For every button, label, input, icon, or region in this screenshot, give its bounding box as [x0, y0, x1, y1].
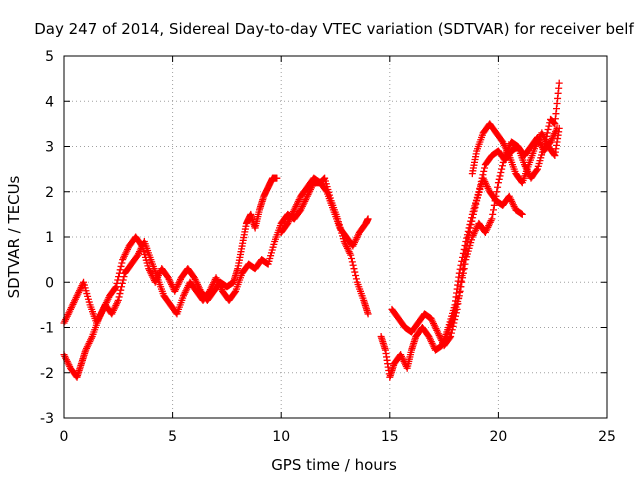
data-point-track-5: [466, 224, 474, 232]
data-marks: [60, 79, 563, 381]
data-point-track-2: [117, 286, 125, 294]
y-tick-label: 4: [45, 94, 54, 110]
data-point-track-3: [348, 254, 356, 262]
data-point-track-4: [480, 167, 488, 175]
y-tick-label: 5: [45, 49, 54, 65]
data-point-track-5: [471, 204, 479, 212]
data-point-track-6: [458, 278, 466, 286]
data-point-track-6: [495, 175, 503, 183]
x-tick-label: 5: [168, 429, 177, 445]
y-tick-label: 1: [45, 230, 54, 246]
data-point-track-3: [349, 261, 357, 269]
data-point-track-6: [498, 165, 506, 173]
chart-title: Day 247 of 2014, Sidereal Day-to-day VTE…: [34, 20, 634, 38]
data-point-track-5: [472, 200, 480, 208]
y-axis-label: SDTVAR / TECUs: [5, 175, 23, 298]
data-point-track-3: [350, 265, 358, 273]
data-point-track-6: [490, 201, 498, 209]
data-point-track-6: [488, 215, 496, 223]
data-point-track-5: [470, 207, 478, 215]
x-tick-label: 0: [60, 429, 69, 445]
data-point-track-2: [231, 288, 239, 296]
data-point-track-6: [457, 283, 465, 291]
data-point-track-6: [490, 206, 498, 214]
grid-layer: [64, 56, 607, 418]
data-point-track-6: [455, 292, 463, 300]
data-point-track-6: [499, 158, 507, 166]
x-tick-label: 10: [272, 429, 290, 445]
data-point-track-6: [555, 79, 563, 87]
data-point-track-1: [111, 284, 119, 292]
data-point-track-6: [533, 166, 541, 174]
data-point-track-6: [497, 169, 505, 177]
data-point-track-3: [352, 271, 360, 279]
data-point-track-3: [348, 258, 356, 266]
data-point-track-2: [115, 293, 123, 301]
data-point-track-6: [500, 155, 508, 163]
data-point-track-4: [481, 164, 489, 172]
data-point-track-2: [116, 290, 124, 298]
data-point-track-6: [459, 269, 467, 277]
data-point-track-6: [494, 179, 502, 187]
data-point-track-2: [118, 279, 126, 287]
data-point-track-1: [116, 266, 124, 274]
y-tick-label: 3: [45, 140, 54, 156]
data-point-track-3: [352, 275, 360, 283]
tick-layer: 0 5 10 15 20 25 -3 -2 -1 0 1 2 3 4 5: [40, 49, 616, 445]
data-point-track-2: [119, 276, 127, 284]
data-point-track-2: [120, 273, 128, 281]
data-point-track-6: [461, 260, 469, 268]
data-point-track-5: [464, 238, 472, 246]
data-point-track-6: [492, 192, 500, 200]
y-tick-label: 2: [45, 185, 54, 201]
plot-frame: [63, 55, 608, 419]
data-point-track-2: [118, 283, 126, 291]
x-axis-label: GPS time / hours: [271, 456, 397, 474]
data-point-track-6: [545, 122, 553, 130]
data-point-track-1: [117, 262, 125, 270]
x-tick-label: 25: [598, 429, 616, 445]
data-point-track-6: [459, 274, 467, 282]
data-point-track-6: [456, 287, 464, 295]
y-tick-label: -1: [40, 321, 54, 337]
data-point-track-7: [555, 124, 563, 132]
data-point-track-5: [518, 210, 526, 218]
data-point-track-1: [118, 259, 126, 267]
data-point-track-3: [351, 268, 359, 276]
data-point-track-3: [347, 251, 355, 259]
y-tick-label: 0: [45, 275, 54, 291]
data-point-track-5: [467, 221, 475, 229]
data-point-track-5: [469, 210, 477, 218]
data-point-track-6: [493, 188, 501, 196]
x-tick-label: 20: [489, 429, 507, 445]
data-point-track-5: [468, 217, 476, 225]
data-point-track-6: [491, 197, 499, 205]
data-point-track-6: [498, 162, 506, 170]
y-tick-label: -3: [40, 411, 54, 427]
data-point-track-5: [469, 214, 477, 222]
data-point-track-3: [364, 310, 372, 318]
x-tick-label: 15: [381, 429, 399, 445]
data-point-track-6: [496, 172, 504, 180]
data-point-track-2: [364, 215, 372, 223]
data-point-track-6: [460, 265, 468, 273]
y-tick-label: -2: [40, 366, 54, 382]
data-point-track-2: [114, 296, 122, 304]
data-point-track-6: [544, 126, 552, 134]
data-point-track-6: [494, 183, 502, 191]
data-point-track-1: [273, 174, 281, 182]
data-point-track-6: [489, 210, 497, 218]
